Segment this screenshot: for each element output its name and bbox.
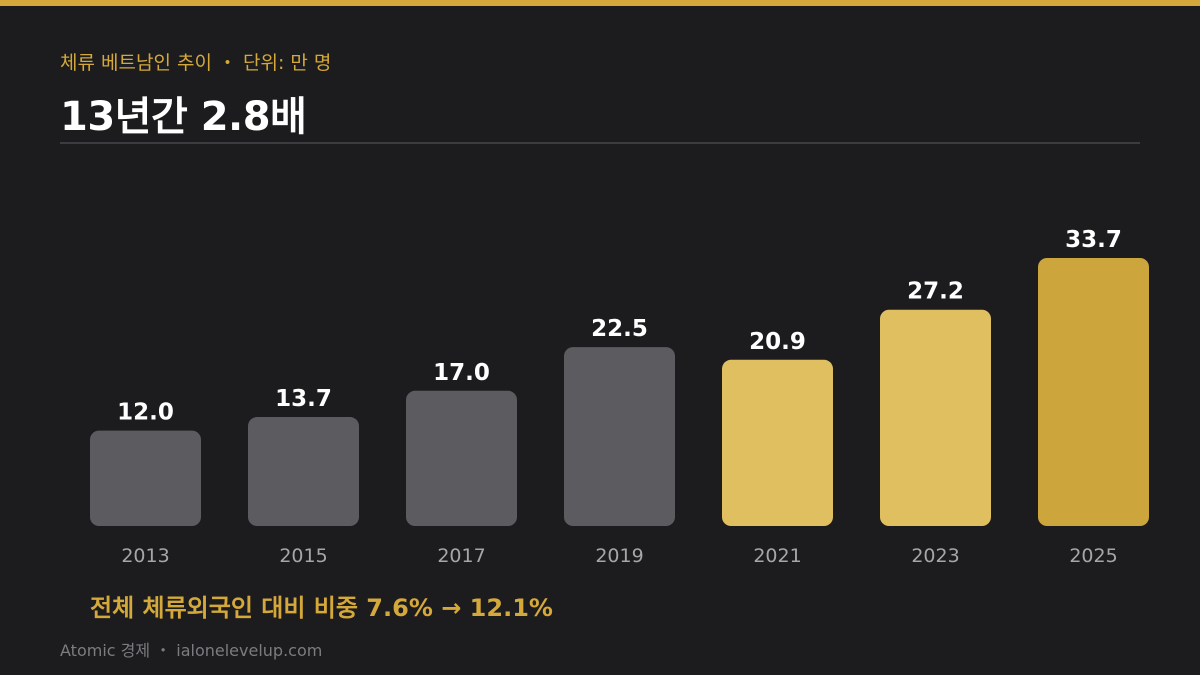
bar-2017 bbox=[406, 390, 517, 526]
top-accent-bar bbox=[0, 0, 1200, 6]
bar-value-label-2013: 12.0 bbox=[117, 400, 174, 426]
bar-value-label-2023: 27.2 bbox=[907, 279, 964, 305]
bar-value-label-2017: 17.0 bbox=[433, 360, 490, 386]
x-tick-label-2023: 2023 bbox=[911, 545, 959, 567]
bar-2015 bbox=[248, 417, 359, 526]
bar-value-label-2025: 33.7 bbox=[1065, 227, 1122, 253]
bar-2013 bbox=[90, 430, 201, 526]
x-tick-label-2013: 2013 bbox=[121, 545, 169, 567]
share-note: 전체 체류외국인 대비 비중 7.6% → 12.1% bbox=[90, 594, 553, 622]
x-tick-label-2025: 2025 bbox=[1069, 545, 1117, 567]
x-tick-label-2021: 2021 bbox=[753, 545, 801, 567]
bar-value-label-2021: 20.9 bbox=[749, 329, 806, 355]
x-tick-label-2017: 2017 bbox=[437, 545, 485, 567]
bar-2021 bbox=[722, 359, 833, 526]
bar-value-label-2015: 13.7 bbox=[275, 386, 332, 412]
footer-credit: Atomic 경제 ・ ialonelevelup.com bbox=[60, 641, 323, 660]
bar-value-label-2019: 22.5 bbox=[591, 316, 648, 342]
bar-chart: 12.0 2013 13.7 2015 17.0 2017 22.5 2019 20.9 2021… bbox=[90, 227, 1149, 567]
bar-2025 bbox=[1038, 258, 1149, 526]
bar-2019 bbox=[564, 347, 675, 526]
chart-subtitle: 체류 베트남인 추이 ・ 단위: 만 명 bbox=[60, 52, 332, 74]
title-divider bbox=[60, 142, 1140, 144]
chart-title: 13년간 2.8배 bbox=[60, 94, 307, 140]
x-tick-label-2019: 2019 bbox=[595, 545, 643, 567]
x-tick-label-2015: 2015 bbox=[279, 545, 327, 567]
bar-2023 bbox=[880, 309, 991, 526]
